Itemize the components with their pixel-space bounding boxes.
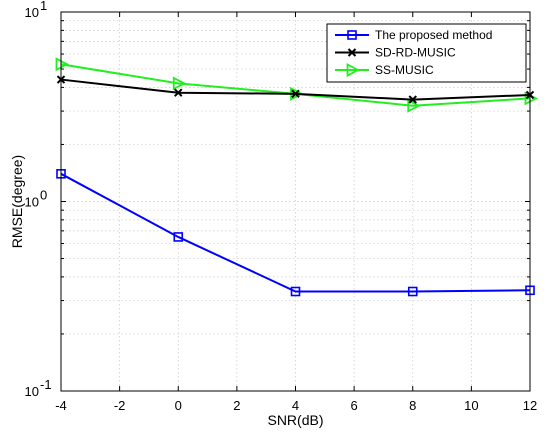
data-point-marker (407, 286, 418, 297)
x-tick-label: 12 (523, 398, 537, 413)
legend: The proposed method SD-RD-MUSIC SS-MUSIC (326, 23, 527, 83)
x-tick-label: 2 (233, 398, 240, 413)
data-point-marker (173, 232, 184, 242)
data-point-marker (347, 48, 357, 57)
data-point-marker (55, 57, 69, 72)
x-axis-label: SNR(dB) (267, 412, 323, 428)
x-tick-label: -2 (114, 398, 126, 413)
plot-frame (60, 11, 531, 392)
x-tick-label: 0 (175, 398, 182, 413)
marker-stroke (347, 48, 357, 57)
x-tick-label: 4 (292, 398, 299, 413)
y-tick-label: 10 (25, 5, 39, 20)
data-point-marker (407, 98, 421, 113)
data-point-marker (347, 30, 357, 40)
legend-item: SS-MUSIC (335, 63, 434, 77)
series-line (60, 172, 531, 293)
y-tick-label: 10 (25, 384, 39, 399)
y-tick-exponent: 1 (40, 0, 47, 13)
data-point-marker (174, 88, 183, 97)
data-point-marker (346, 63, 360, 77)
x-tick-label: -4 (55, 398, 67, 413)
y-tick-exponent: -1 (40, 377, 52, 392)
y-tick-label: 10 (25, 195, 39, 210)
legend-label: SS-MUSIC (375, 63, 434, 77)
legend-label: The proposed method (375, 28, 492, 42)
x-tick-label: 8 (409, 398, 416, 413)
series-layer (55, 57, 538, 297)
grid-lines (61, 12, 530, 391)
marker-stroke (291, 89, 300, 99)
data-point-marker (408, 95, 417, 104)
y-axis-label: RMSE(degree) (9, 155, 25, 248)
data-point-marker (291, 89, 300, 99)
legend-item: SD-RD-MUSIC (335, 46, 456, 60)
data-point-marker (172, 76, 187, 91)
data-point-marker (290, 286, 301, 297)
legend-item: The proposed method (335, 28, 492, 42)
x-tick-label: 6 (351, 398, 358, 413)
series-sd-rd-music (56, 75, 535, 104)
marker-stroke (408, 95, 417, 104)
y-tick-exponent: 0 (40, 188, 47, 203)
marker-stroke (174, 88, 183, 97)
legend-label: SD-RD-MUSIC (375, 46, 456, 60)
x-tick-label: 10 (464, 398, 478, 413)
